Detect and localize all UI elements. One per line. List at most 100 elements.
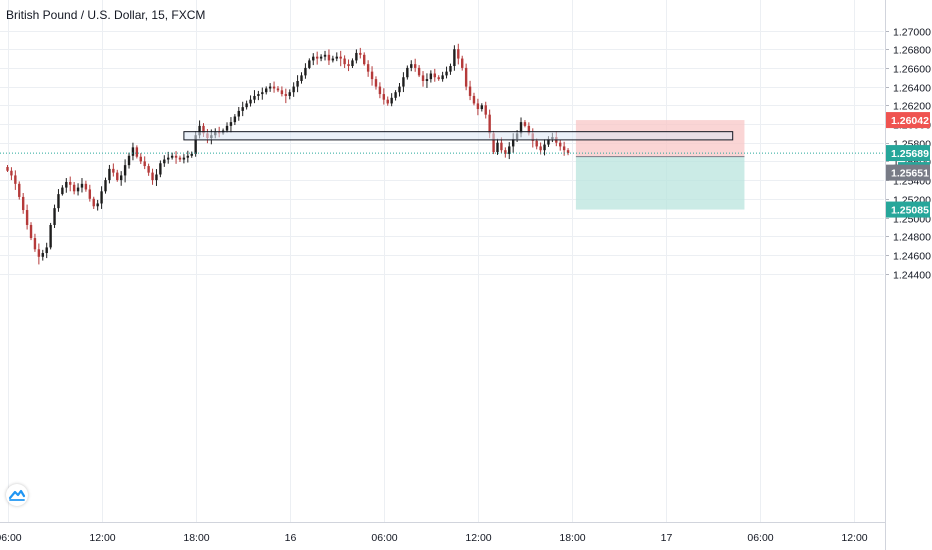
candle-body [88, 189, 92, 199]
candle-body [288, 92, 291, 96]
candle-body [10, 170, 13, 176]
stop-price-label-bg [886, 112, 930, 129]
candle-body [343, 58, 346, 65]
candle-body [18, 183, 21, 197]
y-tick-label: 1.24800 [893, 232, 931, 244]
candle-body [535, 140, 538, 147]
candle-body [500, 142, 503, 151]
x-tick-label: 18:00 [559, 532, 585, 544]
candle-body [170, 155, 174, 158]
price-axis[interactable]: 1.27000 1.26800 1.26600 1.26400 1.26200 1.260… [885, 0, 931, 550]
candle-body [496, 142, 499, 153]
candle-body [151, 172, 154, 181]
candle-body [127, 155, 131, 166]
stop-price-label: 1.26042 [886, 112, 930, 129]
candle-body [366, 64, 370, 72]
candle-body [53, 208, 56, 225]
candle-body [472, 95, 476, 104]
candle-body [480, 105, 484, 110]
candle-body [382, 94, 386, 100]
candle-body [41, 253, 44, 257]
x-tick-label: 12:00 [841, 532, 867, 544]
candle-body [504, 150, 507, 154]
candle-body [374, 79, 378, 87]
candle-body [37, 249, 41, 257]
candle-body [355, 52, 358, 61]
chart-title: British Pound / U.S. Dollar, 15, FXCM [6, 8, 206, 22]
candle-body [284, 94, 288, 96]
time-axis[interactable]: 06:00 12:00 18:00 16 06:00 12:00 18:00 17 06:00 1… [0, 522, 885, 545]
candle-body [363, 54, 366, 65]
candle-body [292, 86, 295, 93]
candle-body [21, 196, 25, 211]
candle-body [519, 122, 523, 134]
candle-body [378, 86, 382, 95]
candle-body [100, 191, 103, 204]
candle-body [116, 172, 119, 181]
candle-body [339, 56, 342, 59]
chart-overlays [0, 131, 885, 154]
chart-grid [0, 0, 884, 522]
target-price-label-bg [886, 201, 930, 218]
candle-body [437, 77, 440, 80]
candle-body [194, 135, 197, 154]
y-tick-label: 1.26800 [893, 45, 931, 57]
candle-body [433, 73, 436, 78]
candle-body [14, 175, 17, 184]
candle-body [182, 157, 186, 160]
x-tick-label: 06:00 [747, 532, 773, 544]
take-profit-zone[interactable] [575, 156, 745, 210]
candle-body [417, 67, 421, 76]
target-price-label-text: 1.25085 [891, 205, 929, 217]
candle-body [190, 153, 193, 156]
candle-body [359, 52, 362, 55]
candle-body [327, 54, 331, 61]
candle-body [249, 99, 252, 104]
candle-body [29, 224, 33, 239]
candle-body [225, 125, 229, 131]
entry-price-label: 1.25651 [886, 164, 930, 181]
candle-body [268, 86, 272, 89]
candle-body [25, 210, 29, 225]
x-tick-label: 12:00 [465, 532, 491, 544]
candle-body [421, 75, 425, 81]
candle-body [159, 163, 162, 175]
support-resistance-zone[interactable] [183, 131, 734, 141]
candle-body [386, 99, 389, 104]
candle-body [406, 67, 409, 78]
candle-body [394, 92, 397, 98]
candle-body [76, 187, 80, 192]
candle-body [566, 150, 570, 153]
candle-body [562, 146, 566, 151]
candle-body [539, 146, 542, 151]
candle-body [123, 165, 127, 176]
tradingview-logo[interactable] [6, 484, 28, 506]
candle-body [49, 224, 52, 248]
candlestick-series [6, 43, 570, 265]
candle-body [347, 64, 350, 67]
candle-body [445, 71, 448, 76]
candle-body [488, 114, 491, 134]
candle-body [265, 88, 268, 93]
y-tick-label: 1.27000 [893, 27, 931, 39]
y-tick-label: 1.26200 [893, 101, 931, 113]
candle-body [453, 49, 456, 67]
candle-body [69, 181, 72, 185]
candle-body [280, 90, 284, 95]
candle-body [390, 97, 393, 104]
candle-body [33, 238, 37, 250]
candle-body [323, 54, 327, 57]
candle-body [508, 146, 511, 154]
candle-body [410, 64, 413, 68]
entry-price-label-text: 1.25651 [891, 168, 929, 180]
candle-body [202, 125, 205, 134]
candle-body [449, 66, 452, 72]
candle-body [65, 181, 68, 188]
candle-body [335, 56, 338, 59]
candle-body [441, 75, 444, 80]
candle-body [233, 116, 237, 123]
x-tick-label: 16 [285, 532, 297, 544]
candle-body [104, 180, 107, 192]
candle-body [511, 138, 515, 147]
